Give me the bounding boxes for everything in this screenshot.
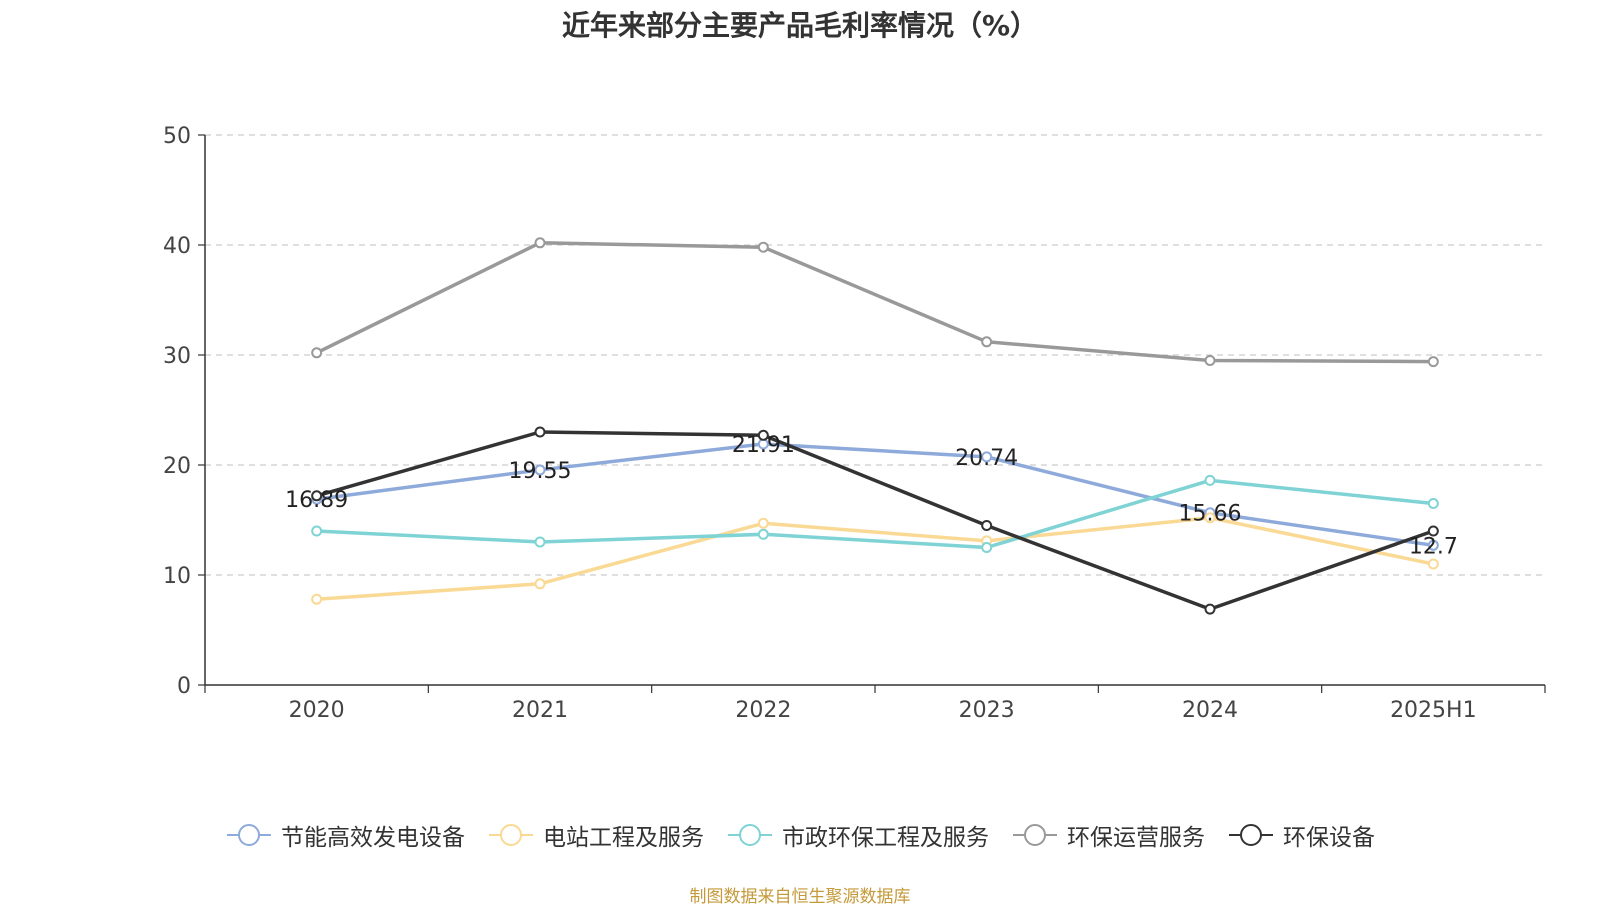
data-point: [757, 241, 769, 253]
series-line: [316, 430, 1434, 611]
legend-label: 环保设备: [1283, 825, 1375, 851]
data-label: 16.89: [285, 488, 348, 513]
grid-layer: [205, 134, 1545, 576]
x-tick-label: 2021: [512, 698, 568, 723]
chart-title: 近年来部分主要产品毛利率情况（%）: [561, 9, 1039, 42]
legend-label: 电站工程及服务: [543, 825, 704, 851]
data-point: [534, 536, 546, 548]
data-point: [311, 593, 323, 605]
data-point: [1427, 539, 1439, 551]
x-tick-label: 2023: [959, 698, 1015, 723]
y-tick-label: 0: [177, 674, 191, 699]
y-tick-label: 40: [163, 234, 191, 259]
series-layer: [311, 237, 1439, 615]
legend-swatch-icon: [728, 824, 772, 846]
data-point: [757, 429, 769, 441]
x-tick-label: 2022: [735, 698, 791, 723]
legend-marker: [1240, 824, 1262, 846]
data-label: 21.91: [732, 433, 795, 458]
data-point: [1427, 558, 1439, 570]
y-tick-label: 20: [163, 454, 191, 479]
data-point: [1204, 603, 1216, 615]
legend-label: 节能高效发电设备: [281, 825, 465, 851]
data-label: 19.55: [509, 459, 572, 484]
label-layer: 16.89 19.55 21.91 20.74 15.66 12.7: [285, 433, 1458, 559]
data-point: [1427, 498, 1439, 509]
legend-item[interactable]: 市政环保工程及服务: [726, 818, 989, 852]
x-tick-label: 2024: [1182, 698, 1238, 723]
legend-marker: [739, 824, 761, 846]
data-point: [534, 426, 546, 438]
source-note: 制图数据来自恒生聚源数据库: [689, 887, 911, 907]
data-point: [1204, 355, 1216, 366]
data-label: 12.7: [1409, 534, 1458, 559]
legend-item[interactable]: 环保设备: [1227, 818, 1375, 852]
data-point: [981, 520, 993, 531]
line-chart: 0 10 20 30 40 50 2020 2021 2022 2023 2024 2025H1 16…: [163, 124, 1546, 723]
data-point: [534, 237, 546, 249]
y-tick-label: 30: [163, 344, 191, 369]
data-point: [1427, 525, 1439, 537]
x-tick-label: 2025H1: [1390, 698, 1477, 723]
legend: 节能高效发电设备 电站工程及服务 市政环保工程及服务 环保运营服务 环保设备: [0, 818, 1600, 852]
series-line: [316, 442, 1434, 548]
data-point: [311, 490, 323, 502]
legend-item[interactable]: 环保运营服务: [1011, 818, 1205, 852]
legend-swatch-icon: [1229, 824, 1273, 846]
data-point: [311, 347, 323, 359]
legend-label: 环保运营服务: [1067, 825, 1205, 851]
y-tick-label: 50: [163, 124, 191, 149]
data-point: [1204, 512, 1216, 524]
data-point: [1427, 356, 1439, 368]
data-point: [981, 336, 993, 348]
data-label: 15.66: [1179, 502, 1242, 527]
data-point: [757, 528, 769, 540]
data-point: [534, 464, 546, 476]
data-point: [1204, 474, 1216, 486]
data-point: [757, 517, 769, 529]
x-tick-label: 2020: [289, 698, 345, 723]
axis-layer: 0 10 20 30 40 50 2020 2021 2022 2023 2024 2025H1: [163, 124, 1546, 723]
legend-marker: [238, 824, 260, 846]
data-point: [311, 525, 323, 537]
legend-item[interactable]: 电站工程及服务: [487, 818, 704, 852]
legend-label: 市政环保工程及服务: [782, 825, 989, 851]
legend-marker: [500, 824, 522, 846]
legend-marker: [1024, 824, 1046, 846]
series-line: [316, 478, 1434, 550]
series-line: [315, 241, 1434, 364]
data-label: 20.74: [955, 446, 1018, 471]
legend-swatch-icon: [489, 824, 533, 846]
data-point: [534, 578, 546, 590]
legend-swatch-icon: [1013, 824, 1057, 846]
series-line: [316, 516, 1434, 601]
data-point: [981, 451, 993, 463]
y-tick-label: 10: [163, 564, 191, 589]
legend-swatch-icon: [227, 824, 271, 846]
data-point: [981, 542, 993, 553]
legend-item[interactable]: 节能高效发电设备: [225, 818, 465, 852]
